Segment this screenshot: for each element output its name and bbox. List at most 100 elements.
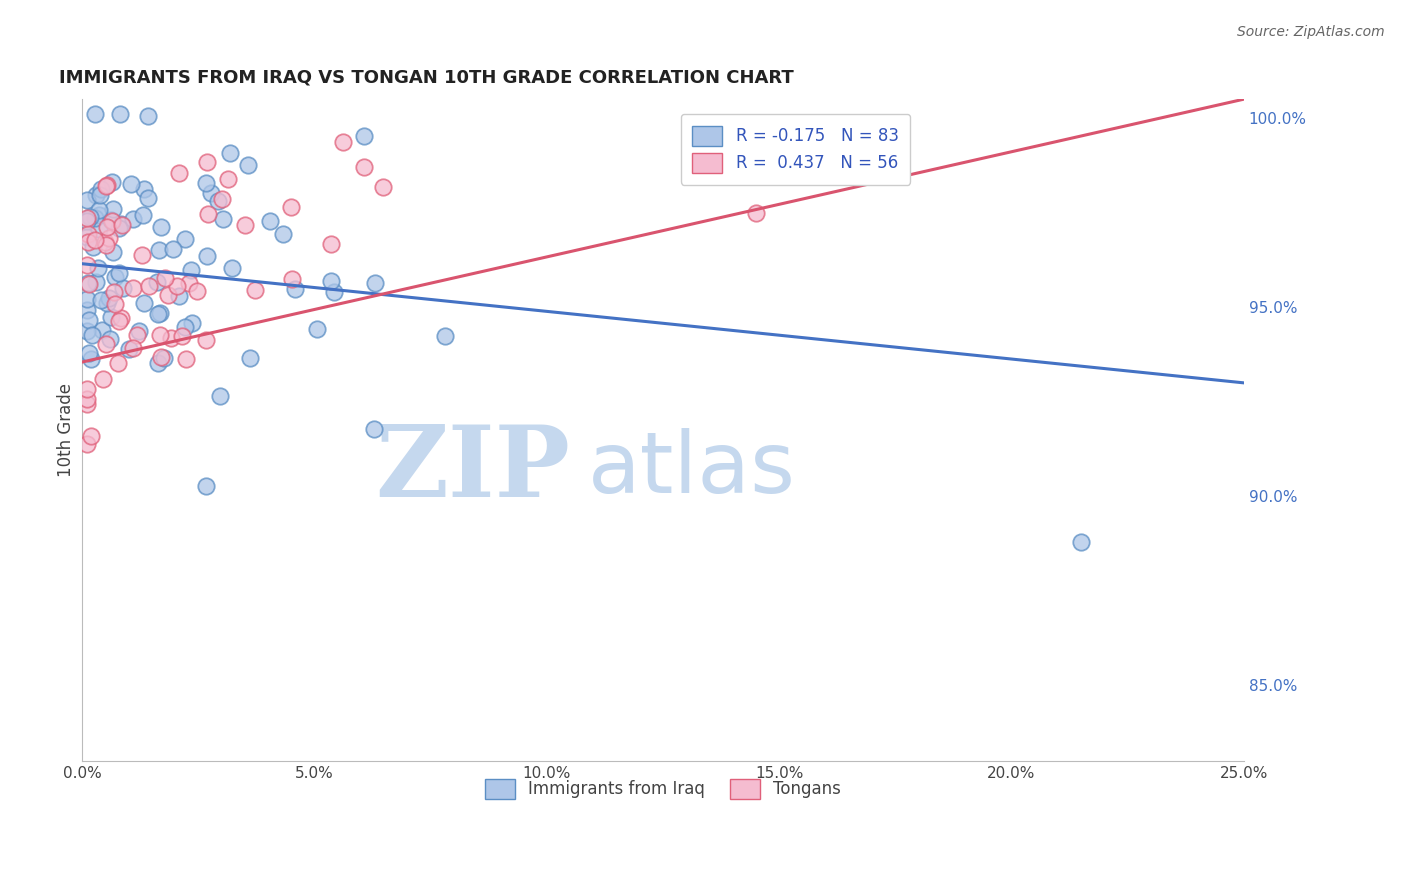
Point bbox=[77, 346, 100, 360]
Point bbox=[233, 218, 256, 232]
Point bbox=[103, 244, 125, 259]
Point bbox=[207, 194, 229, 208]
Point bbox=[122, 341, 145, 355]
Point bbox=[77, 312, 100, 326]
Point bbox=[76, 436, 98, 450]
Point bbox=[80, 429, 103, 443]
Point bbox=[239, 351, 262, 366]
Point bbox=[174, 232, 197, 246]
Point bbox=[79, 211, 101, 225]
Point bbox=[90, 182, 112, 196]
Point bbox=[245, 283, 267, 297]
Point bbox=[281, 272, 304, 286]
Point bbox=[111, 218, 134, 232]
Point bbox=[132, 295, 155, 310]
Point bbox=[84, 187, 107, 202]
Point bbox=[353, 160, 375, 174]
Point bbox=[98, 332, 121, 346]
Point bbox=[194, 333, 217, 347]
Point bbox=[87, 221, 110, 235]
Point bbox=[125, 328, 148, 343]
Point bbox=[170, 328, 193, 343]
Point bbox=[353, 129, 375, 144]
Point bbox=[112, 281, 135, 295]
Point bbox=[76, 324, 98, 338]
Point bbox=[103, 285, 125, 299]
Point bbox=[180, 263, 202, 277]
Point bbox=[108, 221, 131, 235]
Point bbox=[87, 261, 110, 276]
Point bbox=[173, 320, 195, 334]
Point bbox=[77, 277, 100, 291]
Point bbox=[89, 187, 111, 202]
Point bbox=[76, 211, 98, 225]
Point bbox=[76, 193, 98, 207]
Point bbox=[146, 275, 169, 289]
Point bbox=[122, 212, 145, 227]
Point bbox=[152, 351, 174, 365]
Y-axis label: 10th Grade: 10th Grade bbox=[58, 384, 75, 477]
Point bbox=[98, 231, 121, 245]
Point bbox=[120, 178, 142, 192]
Point bbox=[94, 238, 117, 252]
Point bbox=[305, 322, 328, 336]
Point bbox=[167, 289, 190, 303]
Point bbox=[136, 109, 159, 123]
Text: ZIP: ZIP bbox=[375, 421, 569, 518]
Point bbox=[104, 297, 127, 311]
Point bbox=[217, 171, 239, 186]
Point bbox=[100, 212, 122, 227]
Point bbox=[150, 220, 173, 235]
Point bbox=[76, 303, 98, 318]
Point bbox=[1070, 534, 1092, 549]
Point bbox=[82, 240, 104, 254]
Point bbox=[101, 202, 124, 216]
Point bbox=[167, 166, 190, 180]
Text: IMMIGRANTS FROM IRAQ VS TONGAN 10TH GRADE CORRELATION CHART: IMMIGRANTS FROM IRAQ VS TONGAN 10TH GRAD… bbox=[59, 69, 793, 87]
Point bbox=[82, 328, 104, 343]
Point bbox=[110, 217, 132, 231]
Point bbox=[100, 214, 122, 228]
Point bbox=[371, 180, 394, 194]
Point bbox=[110, 311, 132, 326]
Point bbox=[181, 316, 204, 330]
Point bbox=[284, 282, 307, 296]
Point bbox=[118, 343, 141, 357]
Point bbox=[166, 279, 188, 293]
Point bbox=[332, 135, 354, 149]
Point bbox=[76, 382, 98, 396]
Point bbox=[221, 261, 243, 276]
Point bbox=[218, 146, 240, 161]
Point bbox=[76, 397, 98, 411]
Point bbox=[96, 178, 118, 192]
Point bbox=[121, 281, 143, 295]
Point bbox=[136, 191, 159, 205]
Point bbox=[94, 178, 117, 193]
Point bbox=[271, 227, 294, 241]
Point bbox=[211, 192, 233, 206]
Point bbox=[195, 249, 218, 263]
Point bbox=[186, 284, 208, 298]
Point bbox=[149, 306, 172, 320]
Point bbox=[209, 388, 232, 402]
Point bbox=[108, 314, 131, 328]
Point bbox=[238, 158, 260, 172]
Point bbox=[101, 175, 124, 189]
Point bbox=[148, 243, 170, 257]
Point bbox=[76, 392, 98, 406]
Point bbox=[107, 356, 129, 370]
Point bbox=[76, 258, 98, 272]
Point bbox=[83, 211, 105, 225]
Point bbox=[77, 235, 100, 250]
Point bbox=[364, 276, 387, 290]
Point bbox=[90, 293, 112, 308]
Point bbox=[212, 211, 235, 226]
Point bbox=[319, 274, 342, 288]
Point bbox=[200, 186, 222, 200]
Point bbox=[91, 323, 114, 337]
Point bbox=[322, 285, 344, 299]
Point bbox=[321, 236, 343, 251]
Point bbox=[148, 356, 170, 370]
Point bbox=[138, 278, 160, 293]
Point bbox=[194, 177, 217, 191]
